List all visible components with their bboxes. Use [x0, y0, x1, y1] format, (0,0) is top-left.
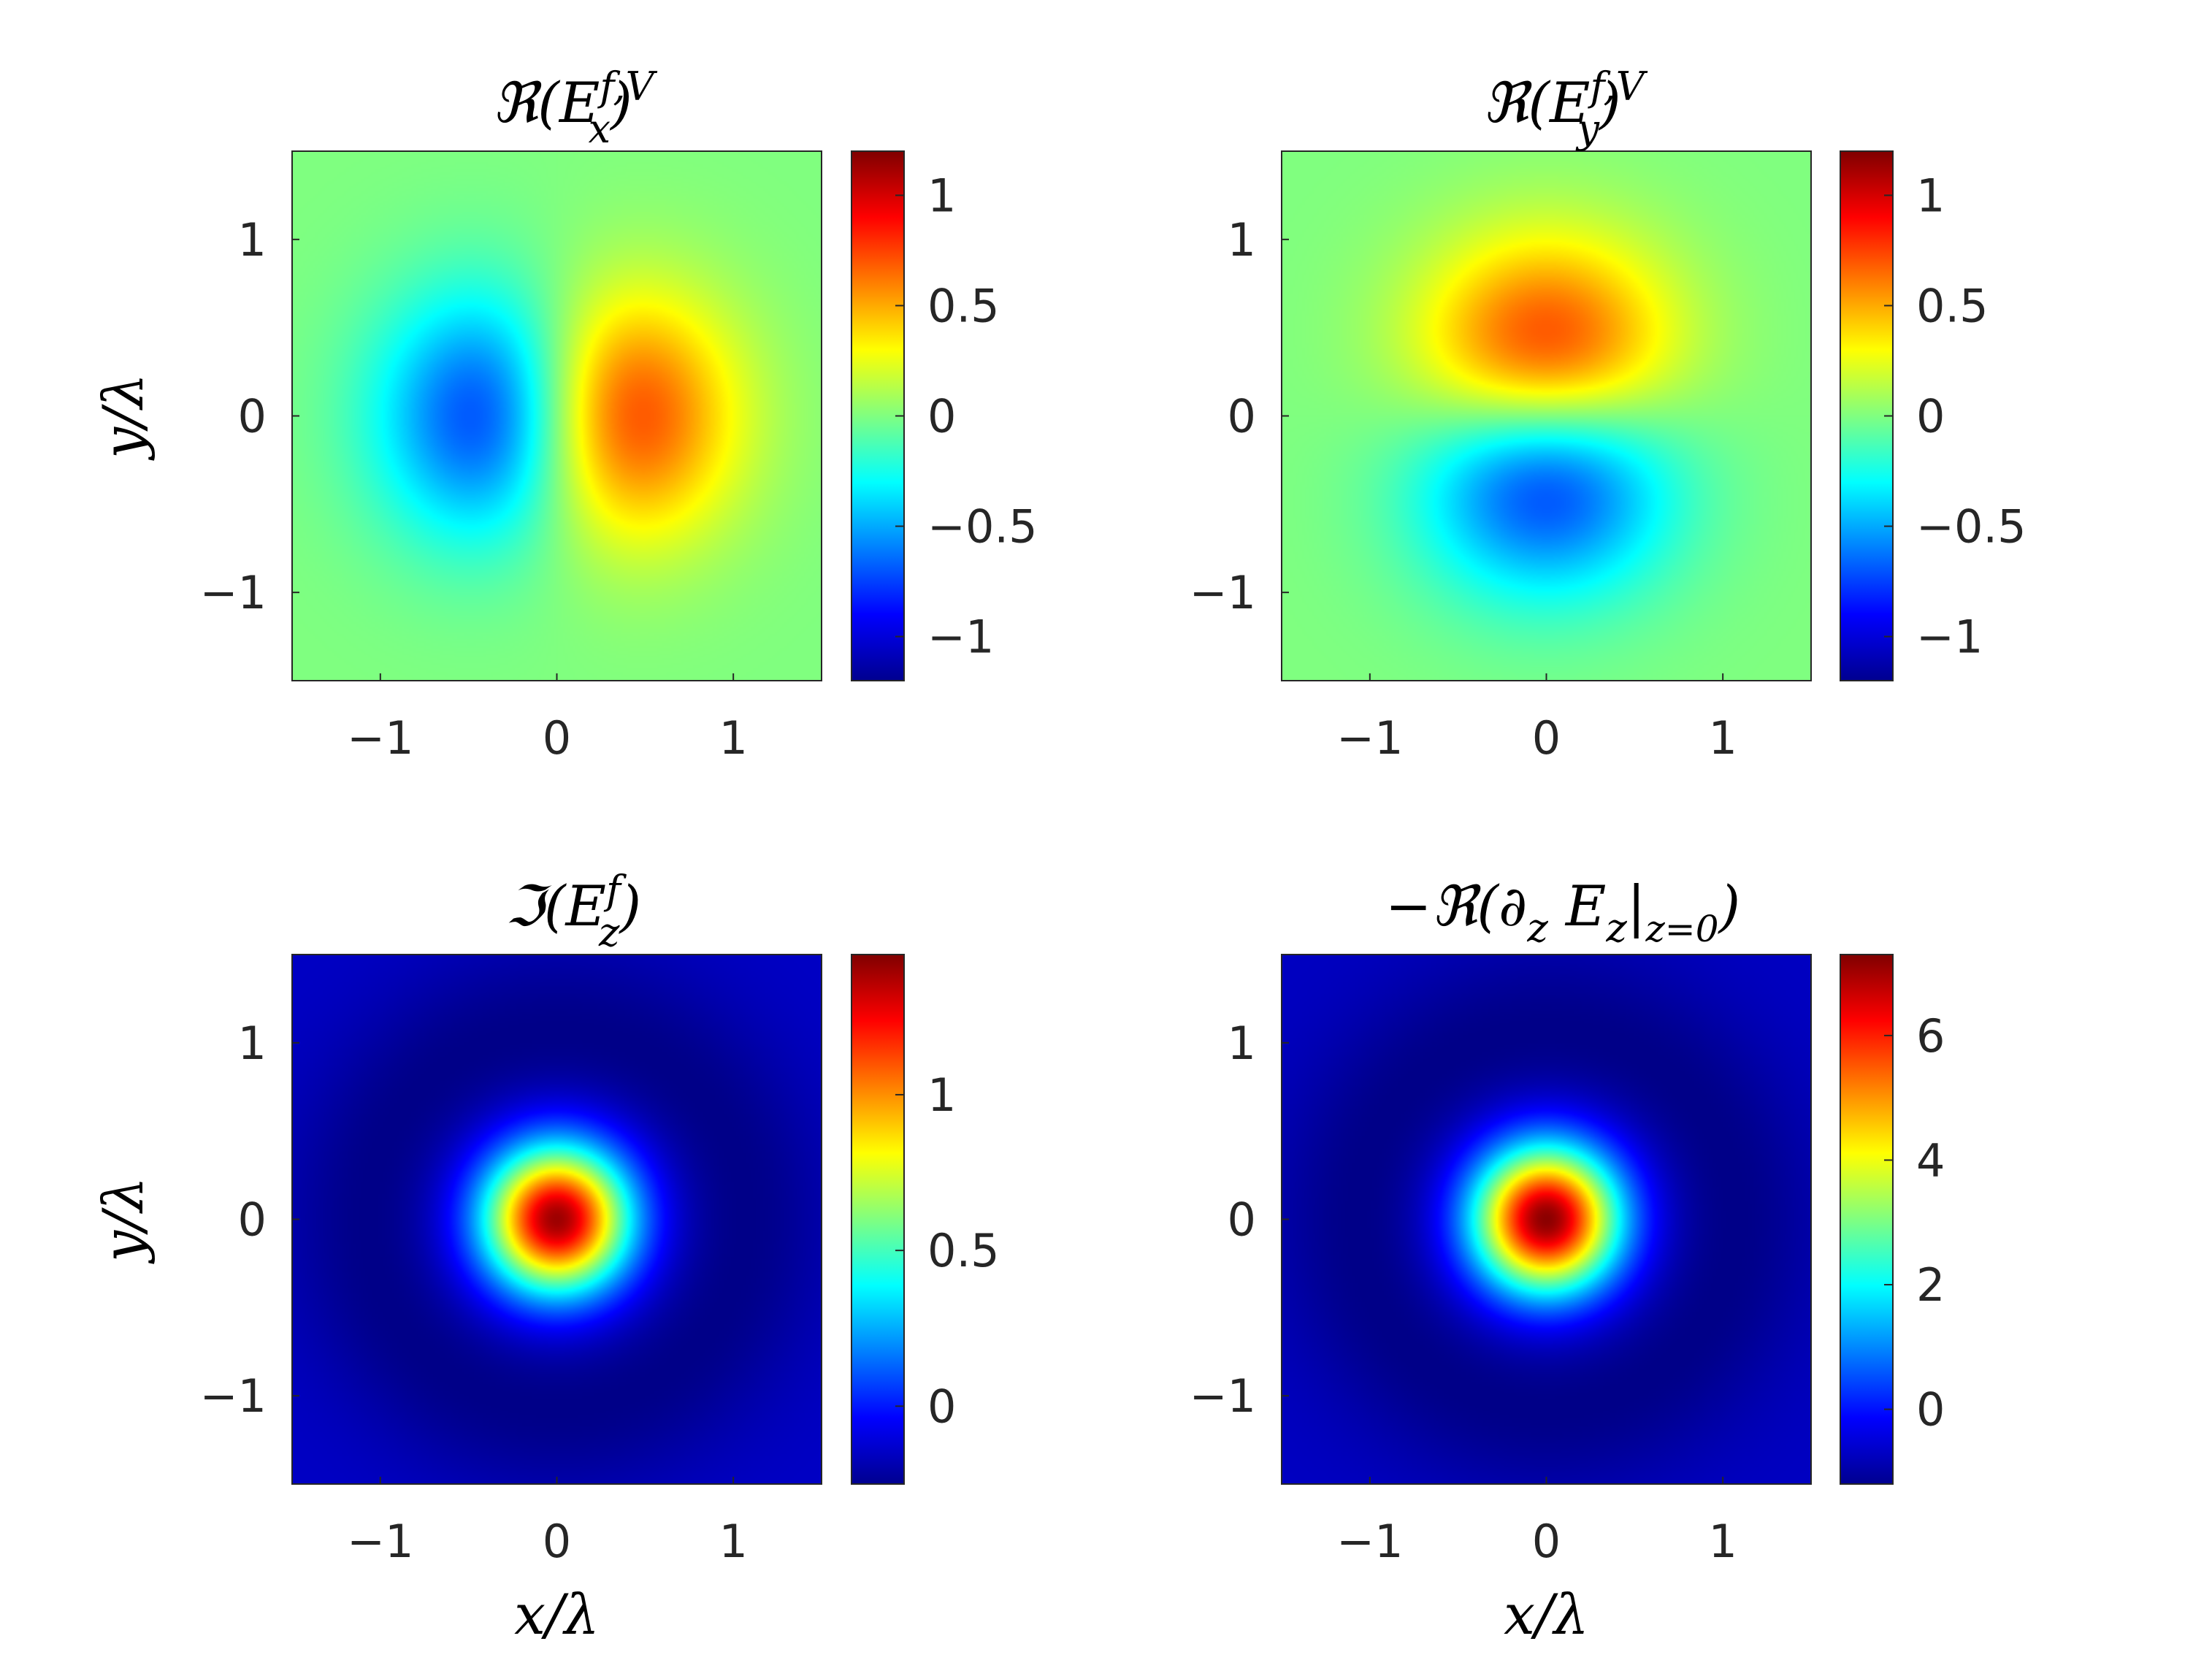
colorbar-tick-label: −1 [927, 611, 994, 664]
x-tick-label: 1 [719, 1515, 747, 1568]
colorbar-tick-label: 0 [927, 1380, 956, 1433]
chart-title: −ℜ(∂z Ez|z=0) [1385, 873, 1740, 951]
y-tick-label: 1 [238, 1017, 267, 1070]
y-tick-label: 1 [238, 213, 267, 267]
colorbar-tick-label: −0.5 [927, 500, 1038, 554]
y-tick-label: −1 [1190, 566, 1256, 619]
heatmap-panel-4: −1 −1 0 0 1 1 0 2 4 6 x/λ [1190, 954, 1945, 1647]
y-tick-label: 0 [1228, 390, 1256, 443]
x-axis-label: x/λ [514, 1582, 600, 1647]
heatmap-image [292, 955, 822, 1484]
x-tick-label: 1 [719, 711, 747, 765]
colorbar [851, 954, 905, 1485]
heatmap-panel-2: −1 −1 0 0 1 1 −1 −0.5 0 0.5 1 [1190, 150, 2027, 765]
colorbar-tick-label: 1 [1916, 169, 1945, 222]
colorbar-tick-label: 0 [1916, 390, 1945, 443]
x-axis-label: x/λ [1504, 1582, 1589, 1647]
y-axis-label: y/λ [91, 373, 156, 461]
colorbar-tick-label: 2 [1916, 1258, 1945, 1312]
y-tick-label: 1 [1228, 1017, 1256, 1070]
y-tick-label: −1 [200, 1369, 267, 1423]
colorbar-tick-label: 1 [927, 1068, 956, 1122]
y-tick-label: 0 [238, 1193, 267, 1247]
heatmap-panel-3: −1 −1 0 0 1 1 0 0.5 1 y/λ x/λ [91, 954, 1000, 1647]
heatmap-image [292, 151, 822, 681]
y-tick-label: 0 [1228, 1193, 1256, 1247]
colorbar-tick-label: −1 [1916, 611, 1983, 664]
colorbar-tick-label: 0.5 [927, 279, 1000, 332]
colorbar-tick-label: 0 [1916, 1383, 1945, 1437]
x-tick-label: −1 [1336, 1515, 1403, 1568]
colorbar-tick-label: 4 [1916, 1133, 1945, 1187]
y-tick-label: 1 [1228, 213, 1256, 267]
chart-title: ℜ(Ef,V y) [1482, 64, 1647, 152]
colorbar-tick-label: −0.5 [1916, 500, 2027, 554]
heatmap-image [1282, 955, 1811, 1484]
colorbar-tick-label: 1 [927, 169, 956, 222]
y-tick-label: 0 [238, 390, 267, 443]
colorbar-tick-label: 6 [1916, 1009, 1945, 1063]
heatmap-image [1282, 151, 1811, 681]
colorbar-tick-label: 0.5 [1916, 279, 1989, 332]
x-tick-label: −1 [347, 1515, 413, 1568]
x-tick-label: 0 [1532, 1515, 1561, 1568]
chart-title: ℜ(Ef,V x) [492, 64, 657, 152]
chart-title: ℑ(Ef z) [505, 867, 641, 955]
x-tick-label: 1 [1708, 1515, 1737, 1568]
x-tick-label: −1 [347, 711, 413, 765]
x-tick-label: 1 [1708, 711, 1737, 765]
heatmap-panel-1: −1 −1 0 0 1 1 −1 −0.5 0 0.5 1 y/λ [91, 150, 1038, 765]
y-axis-label: y/λ [91, 1177, 156, 1264]
x-tick-label: −1 [1336, 711, 1403, 765]
x-tick-label: 0 [1532, 711, 1561, 765]
x-tick-label: 0 [543, 711, 571, 765]
colorbar [1840, 954, 1894, 1485]
colorbar-tick-label: 0.5 [927, 1224, 1000, 1277]
y-tick-label: −1 [200, 566, 267, 619]
colorbar-tick-label: 0 [927, 390, 956, 443]
y-tick-label: −1 [1190, 1369, 1256, 1423]
x-tick-label: 0 [543, 1515, 571, 1568]
